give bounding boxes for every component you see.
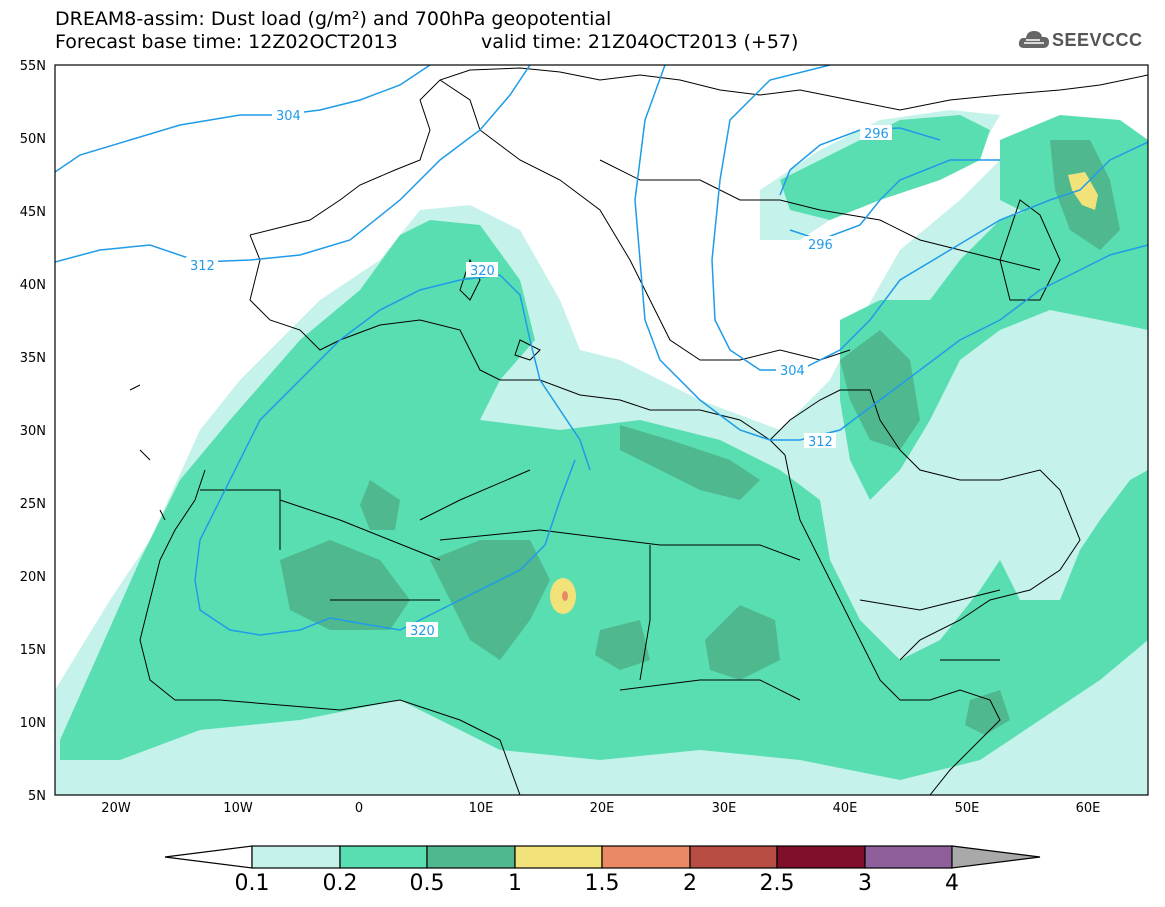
lat-label: 40N	[20, 278, 46, 293]
forecast-base-time: Forecast base time: 12Z02OCT2013	[55, 31, 398, 53]
valid-time: valid time: 21Z04OCT2013 (+57)	[481, 31, 799, 53]
colorbar-swatch	[776, 845, 866, 869]
colorbar-swatch	[689, 845, 778, 869]
colorbar-label: 4	[945, 871, 959, 896]
lon-label: 20E	[590, 801, 615, 816]
seevccc-logo: SEEVCCC	[1018, 28, 1158, 56]
colorbar-swatch	[601, 845, 691, 869]
lon-label: 40E	[833, 801, 858, 816]
contour-label: 304	[780, 364, 805, 379]
lon-label: 30E	[712, 801, 737, 816]
colorbar-label: 1.5	[584, 871, 620, 896]
colorbar-label: 2.5	[759, 871, 795, 896]
contour-label: 320	[470, 264, 495, 279]
colorbar-swatch	[251, 845, 341, 869]
lon-label: 10W	[223, 801, 253, 816]
logo-text: SEEVCCC	[1052, 30, 1143, 50]
lat-label: 10N	[20, 716, 46, 731]
coastlines	[129, 67, 1148, 795]
lat-label: 20N	[20, 570, 46, 585]
map-frame	[54, 64, 1149, 796]
lon-label: 10E	[469, 801, 494, 816]
colorbar-low-arrow	[164, 845, 253, 869]
lon-label: 60E	[1076, 801, 1101, 816]
contour-label: 320	[410, 624, 435, 639]
lat-label: 35N	[20, 351, 46, 366]
colorbar	[164, 845, 1041, 869]
colorbar-swatch	[339, 845, 428, 869]
dust-high-area	[550, 172, 1098, 614]
colorbar-label: 1	[508, 871, 522, 896]
colorbar-label: 2	[683, 871, 697, 896]
latitude-labels: 55N 50N 45N 40N 35N 30N 25N 20N 15N 10N …	[20, 59, 46, 804]
lat-label: 5N	[28, 789, 46, 804]
colorbar-high-arrow	[951, 845, 1041, 869]
lat-label: 25N	[20, 497, 46, 512]
lat-label: 30N	[20, 424, 46, 439]
contour-label: 312	[190, 259, 215, 274]
colorbar-label: 0.2	[322, 871, 358, 896]
colorbar-label: 0.5	[409, 871, 445, 896]
lat-label: 55N	[20, 59, 46, 74]
colorbar-swatch	[514, 845, 603, 869]
longitude-labels: 20W 10W 0 10E 20E 30E 40E 50E 60E	[101, 801, 1100, 816]
colorbar-label: 0.1	[234, 871, 270, 896]
cloud-icon	[1018, 31, 1049, 48]
lon-label: 0	[355, 801, 363, 816]
lat-label: 45N	[20, 205, 46, 220]
contour-label: 296	[808, 238, 833, 253]
contour-labels: 304 296 296 312 320 304 312 320	[186, 107, 892, 639]
lon-label: 50E	[955, 801, 980, 816]
contour-label: 304	[276, 109, 301, 124]
contour-label: 296	[864, 127, 889, 142]
map-title: DREAM8-assim: Dust load (g/m²) and 700hP…	[55, 8, 612, 30]
lat-label: 50N	[20, 132, 46, 147]
contour-label: 312	[808, 435, 833, 450]
lat-label: 15N	[20, 643, 46, 658]
lon-label: 20W	[101, 801, 131, 816]
colorbar-swatch	[426, 845, 516, 869]
colorbar-label: 3	[858, 871, 872, 896]
colorbar-swatch	[864, 845, 953, 869]
